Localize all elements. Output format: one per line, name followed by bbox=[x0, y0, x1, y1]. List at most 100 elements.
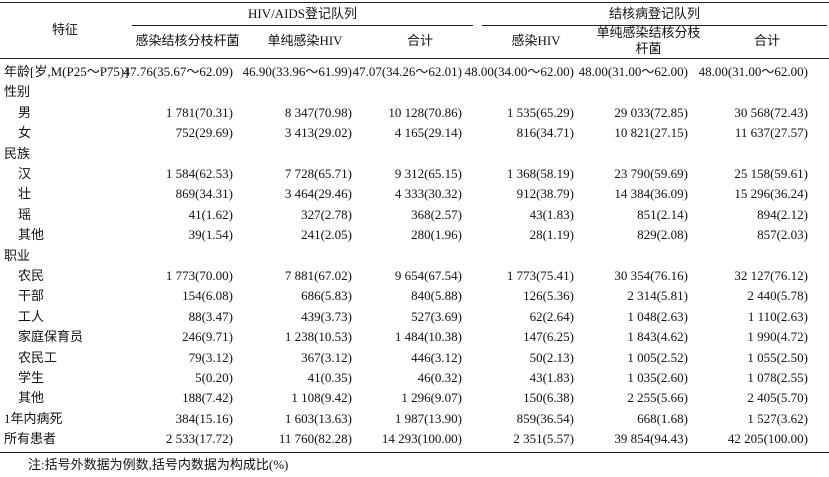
cell: 816(34.71) bbox=[516, 125, 574, 141]
cell: 840(5.88) bbox=[411, 288, 462, 304]
cell: 154(6.08) bbox=[182, 288, 233, 304]
row-label: 女 bbox=[18, 125, 32, 141]
rule bbox=[0, 452, 829, 453]
cell: 1 048(2.63) bbox=[627, 308, 688, 324]
cell: 2 314(5.81) bbox=[627, 288, 688, 304]
cell: 851(2.14) bbox=[637, 206, 688, 222]
cell: 4 333(30.32) bbox=[394, 186, 462, 202]
cell: 1 110(2.63) bbox=[747, 308, 808, 324]
column-header: 感染结核分枝杆菌 bbox=[135, 33, 240, 48]
cell: 46.90(33.96～61.99) bbox=[242, 64, 352, 79]
row-label: 汉 bbox=[18, 166, 32, 181]
rule bbox=[0, 58, 829, 59]
cell: 48.00(34.00～62.00) bbox=[464, 64, 574, 79]
cell: 5(0.20) bbox=[195, 370, 233, 385]
cell: 1 296(9.07) bbox=[401, 390, 462, 406]
cell: 28(1.19) bbox=[529, 227, 574, 243]
cell: 23 790(59.69) bbox=[614, 166, 688, 181]
cell: 9 312(65.15) bbox=[394, 166, 462, 181]
cell: 367(3.12) bbox=[301, 349, 352, 365]
column-header: 单纯感染结核分枝杆菌 bbox=[596, 25, 701, 56]
cell: 1 005(2.52) bbox=[627, 349, 688, 365]
cell: 857(2.03) bbox=[757, 227, 808, 243]
group-header: HIV/AIDS登记队列 bbox=[247, 6, 358, 21]
cell: 859(36.54) bbox=[516, 410, 574, 426]
cell: 88(3.47) bbox=[188, 308, 233, 324]
row-label: 1年内病死 bbox=[4, 410, 63, 426]
cell: 246(9.71) bbox=[182, 329, 233, 345]
column-header: 合计 bbox=[753, 33, 780, 48]
cell: 668(1.68) bbox=[637, 410, 688, 426]
cell: 2 440(5.78) bbox=[747, 288, 808, 304]
row-label: 农民工 bbox=[18, 349, 58, 365]
cell: 3 413(29.02) bbox=[284, 125, 352, 141]
cell: 50(2.13) bbox=[529, 349, 574, 365]
cell: 327(2.78) bbox=[301, 206, 352, 222]
cell: 10 128(70.86) bbox=[388, 104, 462, 120]
row-label: 其他 bbox=[18, 390, 45, 406]
cell: 2 351(5.57) bbox=[513, 431, 574, 447]
cell: 280(1.96) bbox=[411, 227, 462, 243]
cell: 9 654(67.54) bbox=[394, 268, 462, 283]
cell: 869(34.31) bbox=[175, 186, 233, 202]
cell: 48.00(31.00～62.00) bbox=[578, 64, 688, 79]
cell: 527(3.69) bbox=[411, 308, 462, 324]
cell: 894(2.12) bbox=[757, 206, 808, 222]
cell: 7 881(67.02) bbox=[284, 268, 352, 283]
cell: 62(2.64) bbox=[529, 308, 574, 324]
row-label: 民族 bbox=[4, 145, 31, 161]
cell: 1 781(70.31) bbox=[165, 104, 233, 120]
row-label: 瑶 bbox=[18, 206, 32, 222]
cell: 47.76(35.67～62.09) bbox=[123, 64, 233, 79]
rule bbox=[0, 2, 829, 3]
column-header: 合计 bbox=[406, 33, 433, 48]
cell: 11 637(27.57) bbox=[734, 125, 808, 141]
cell: 2 405(5.70) bbox=[747, 390, 808, 406]
cell: 25 158(59.61) bbox=[734, 166, 808, 181]
row-label: 男 bbox=[18, 104, 32, 120]
cell: 1 078(2.55) bbox=[747, 370, 808, 385]
cell: 41(1.62) bbox=[188, 206, 233, 222]
row-label: 其他 bbox=[18, 227, 45, 243]
cell: 1 238(10.53) bbox=[284, 329, 352, 345]
cell: 14 293(100.00) bbox=[381, 431, 462, 447]
cell: 47.07(34.26～62.01) bbox=[352, 64, 462, 79]
cell: 1 108(9.42) bbox=[291, 390, 352, 406]
rule bbox=[482, 25, 827, 26]
cell: 29 033(72.85) bbox=[614, 104, 688, 120]
cell: 752(29.69) bbox=[175, 125, 233, 141]
cell: 15 296(36.24) bbox=[734, 186, 808, 202]
row-label: 年龄[岁,M(P25～P75)] bbox=[4, 64, 129, 79]
cell: 39(1.54) bbox=[188, 227, 233, 243]
cell: 1 035(2.60) bbox=[627, 370, 688, 385]
cell: 1 584(62.53) bbox=[165, 166, 233, 181]
cell: 8 347(70.98) bbox=[284, 104, 352, 120]
cell: 32 127(76.12) bbox=[734, 268, 808, 283]
cell: 384(15.16) bbox=[175, 410, 233, 426]
cell: 1 368(58.19) bbox=[506, 166, 574, 181]
cell: 150(6.38) bbox=[523, 390, 574, 406]
cell: 11 760(82.28) bbox=[278, 431, 352, 447]
cell: 2 255(5.66) bbox=[627, 390, 688, 406]
row-label: 学生 bbox=[18, 370, 45, 385]
cell: 912(38.79) bbox=[516, 186, 574, 202]
feature-header: 特征 bbox=[51, 22, 78, 37]
cell: 43(1.83) bbox=[529, 206, 574, 222]
cell: 42 205(100.00) bbox=[727, 431, 808, 447]
row-label: 干部 bbox=[18, 288, 45, 304]
cell: 1 990(4.72) bbox=[747, 329, 808, 345]
row-label: 农民 bbox=[18, 268, 45, 283]
cell: 7 728(65.71) bbox=[284, 166, 352, 181]
cell: 1 535(65.29) bbox=[506, 104, 574, 120]
row-label: 家庭保育员 bbox=[18, 329, 84, 345]
cell: 48.00(31.00～62.00) bbox=[698, 64, 808, 79]
cell: 4 165(29.14) bbox=[394, 125, 462, 141]
row-label: 工人 bbox=[18, 308, 45, 324]
cell: 30 568(72.43) bbox=[734, 104, 808, 120]
cell: 10 821(27.15) bbox=[614, 125, 688, 141]
cell: 39 854(94.43) bbox=[614, 431, 688, 447]
cell: 41(0.35) bbox=[307, 370, 352, 385]
cell: 1 773(70.00) bbox=[165, 268, 233, 283]
column-header: 单纯感染HIV bbox=[267, 33, 343, 48]
group-header: 结核病登记队列 bbox=[608, 6, 700, 21]
